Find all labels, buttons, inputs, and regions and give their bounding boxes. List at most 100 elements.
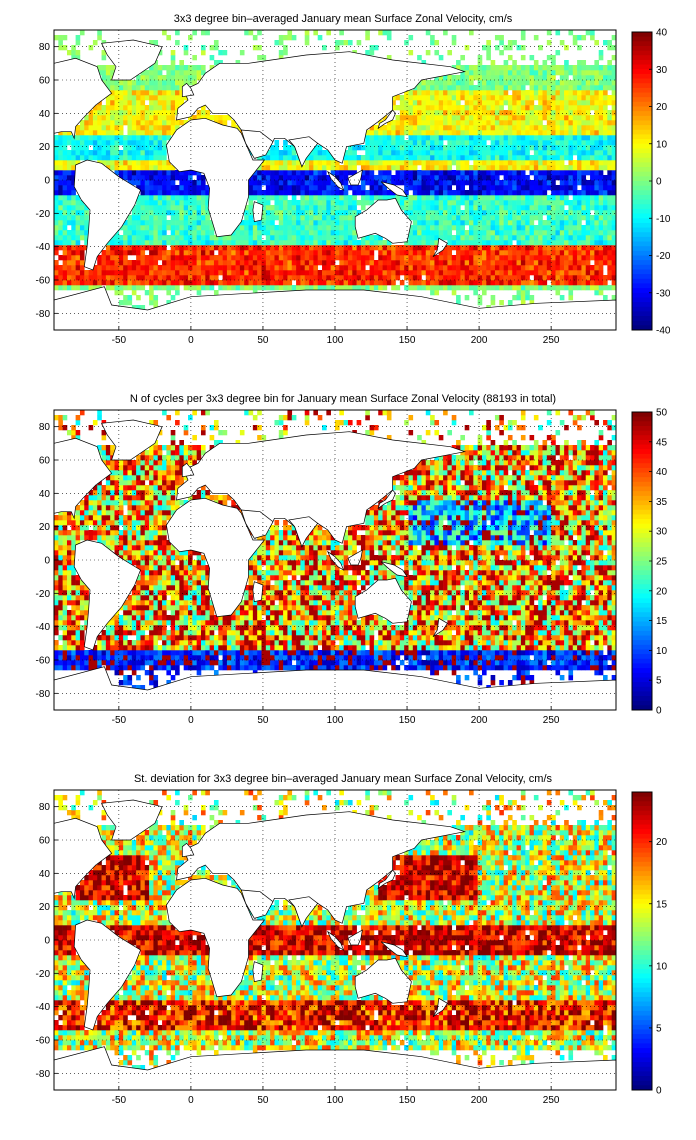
- data-cell: [248, 190, 254, 196]
- data-cell: [144, 205, 150, 211]
- data-cell: [192, 240, 197, 246]
- data-cell: [300, 165, 306, 171]
- data-cell: [585, 120, 591, 126]
- data-cell: [542, 220, 548, 226]
- data-cell: [326, 260, 331, 266]
- data-cell: [395, 95, 401, 101]
- data-cell: [278, 55, 284, 61]
- data-cell: [520, 35, 526, 41]
- data-cell: [92, 515, 98, 521]
- data-cell: [248, 195, 254, 201]
- data-cell: [533, 195, 539, 201]
- data-cell: [131, 105, 137, 111]
- data-cell: [447, 155, 453, 161]
- data-cell: [417, 260, 422, 266]
- data-cell: [162, 265, 167, 271]
- data-cell: [434, 155, 440, 161]
- data-cell: [140, 210, 146, 216]
- data-cell: [529, 280, 535, 286]
- data-cell: [494, 90, 500, 96]
- data-cell: [525, 215, 530, 221]
- data-cell: [551, 255, 556, 261]
- data-cell: [101, 110, 107, 116]
- data-cell: [473, 190, 478, 196]
- data-cell: [564, 130, 569, 136]
- data-cell: [54, 565, 59, 571]
- data-cell: [529, 110, 535, 116]
- data-cell: [486, 175, 491, 181]
- data-cell: [92, 145, 98, 151]
- data-cell: [179, 70, 184, 76]
- data-cell: [594, 90, 599, 96]
- data-cell: [503, 160, 509, 166]
- data-cell: [291, 170, 297, 176]
- data-cell: [127, 130, 133, 136]
- data-cell: [460, 280, 465, 286]
- data-cell: [149, 140, 154, 146]
- data-cell: [257, 240, 262, 246]
- data-cell: [330, 220, 336, 226]
- data-cell: [62, 580, 68, 586]
- data-cell: [425, 95, 431, 101]
- data-cell: [607, 80, 612, 86]
- data-cell: [209, 240, 215, 246]
- data-cell: [179, 245, 184, 251]
- data-cell: [421, 230, 427, 236]
- data-cell: [79, 520, 85, 526]
- colorbar-step: [632, 157, 652, 163]
- data-cell: [287, 245, 293, 251]
- data-cell: [507, 155, 513, 161]
- data-cell: [283, 270, 288, 276]
- data-cell: [464, 220, 470, 226]
- data-cell: [162, 220, 167, 226]
- data-cell: [62, 140, 68, 146]
- data-cell: [365, 50, 370, 56]
- data-cell: [54, 180, 59, 186]
- data-cell: [105, 255, 111, 261]
- data-cell: [438, 110, 444, 116]
- data-cell: [598, 100, 604, 106]
- data-cell: [451, 110, 457, 116]
- data-cell: [153, 220, 159, 226]
- data-cell: [594, 195, 599, 201]
- data-cell: [192, 185, 197, 191]
- data-cell: [533, 150, 539, 156]
- data-cell: [66, 610, 72, 616]
- data-cell: [399, 110, 405, 116]
- data-cell: [62, 655, 68, 661]
- data-cell: [525, 115, 530, 121]
- data-cell: [365, 240, 370, 246]
- data-cell: [144, 85, 150, 91]
- data-cell: [378, 150, 383, 156]
- data-cell: [58, 635, 63, 641]
- data-cell: [205, 220, 210, 226]
- data-cell: [58, 540, 63, 546]
- data-cell: [252, 195, 258, 201]
- data-cell: [84, 530, 89, 536]
- data-cell: [438, 190, 444, 196]
- data-cell: [555, 215, 561, 221]
- data-cell: [564, 175, 569, 181]
- data-cell: [443, 150, 448, 156]
- data-cell: [317, 170, 323, 176]
- data-cell: [564, 115, 569, 121]
- data-cell: [585, 95, 591, 101]
- data-cell: [456, 110, 461, 116]
- data-cell: [140, 105, 146, 111]
- data-cell: [456, 210, 461, 216]
- data-cell: [196, 190, 202, 196]
- data-cell: [546, 220, 552, 226]
- data-cell: [460, 225, 465, 231]
- data-cell: [360, 170, 366, 176]
- data-cell: [166, 95, 172, 101]
- data-cell: [477, 250, 483, 256]
- data-cell: [162, 270, 167, 276]
- data-cell: [326, 245, 331, 251]
- data-cell: [378, 135, 383, 141]
- data-cell: [200, 190, 206, 196]
- data-cell: [456, 220, 461, 226]
- data-cell: [365, 180, 370, 186]
- data-cell: [434, 85, 440, 91]
- data-cell: [175, 250, 180, 256]
- data-cell: [611, 160, 617, 166]
